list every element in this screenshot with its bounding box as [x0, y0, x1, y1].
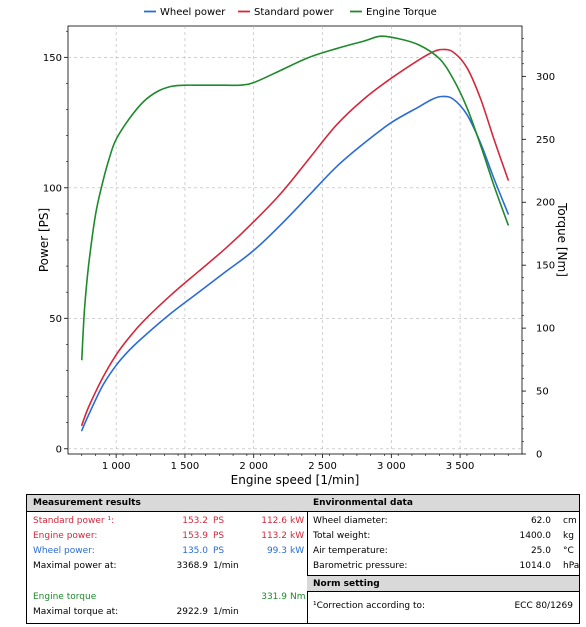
row-value: 1014.0 — [519, 561, 552, 571]
row-unit-kw: kW — [290, 516, 305, 526]
row-value: 25.0 — [530, 546, 551, 556]
x-tick-label: 2 500 — [308, 461, 337, 472]
legend-label-standard-power: Standard power — [254, 7, 334, 18]
row-label: Maximal power at: — [33, 561, 117, 571]
air-temperature-row: Air temperature: 25.0 °C — [307, 545, 579, 558]
total-weight-row: Total weight: 1400.0 kg — [307, 530, 579, 543]
environmental-data-header: Environmental data — [307, 495, 579, 512]
row-value-kw: 113.2 — [261, 531, 287, 541]
x-axis-title: Engine speed [1/min] — [231, 473, 360, 487]
y-left-tick-label: 0 — [56, 444, 62, 455]
y-right-tick-label: 0 — [536, 450, 542, 461]
plot-frame — [67, 25, 523, 455]
row-label: Engine torque — [33, 592, 97, 602]
measurement-results: Measurement results Standard power ¹: 15… — [27, 495, 308, 623]
results-panel: Measurement results Standard power ¹: 15… — [26, 494, 580, 624]
row-label: Barometric pressure: — [313, 561, 408, 571]
y-right-axis-title: Torque [Nm] — [555, 202, 569, 277]
row-label: Maximal torque at: — [33, 607, 119, 617]
row-value: 1400.0 — [519, 531, 552, 541]
x-tick-label: 1 500 — [171, 461, 200, 472]
series-line-engine-torque — [81, 35, 509, 361]
row-label: Engine power: — [33, 531, 98, 541]
series-line-wheel-power — [81, 95, 509, 432]
row-value: ECC 80/1269 — [514, 601, 573, 611]
x-tick-label: 3 000 — [377, 461, 406, 472]
series-line-standard-power — [81, 48, 509, 427]
max-torque-row: Maximal torque at: 2922.9 1/min — [27, 606, 307, 619]
row-value-ps: 135.0 — [182, 546, 208, 556]
measurement-results-header: Measurement results — [27, 495, 307, 512]
row-unit: hPa — [563, 561, 580, 571]
engine-power-row: Engine power: 153.9 PS 113.2 kW — [27, 530, 307, 543]
row-value-ps: 153.9 — [182, 531, 208, 541]
y-left-axis-title: Power [PS] — [37, 208, 51, 272]
row-unit-ps: PS — [213, 546, 225, 556]
dyno-chart: 1 000 1 500 2 000 2 500 3 000 3 500 0 50 100 150 0… — [37, 7, 569, 487]
row-value: 62.0 — [530, 516, 551, 526]
row-unit-ps: PS — [213, 516, 225, 526]
y-left-tick-label: 150 — [43, 53, 62, 64]
x-tick-label: 2 000 — [239, 461, 268, 472]
legend-label-wheel-power: Wheel power — [160, 7, 226, 18]
y-right-tick-label: 50 — [536, 387, 549, 398]
row-label: Wheel diameter: — [313, 516, 388, 526]
row-unit-nm: Nm — [290, 592, 306, 602]
row-label: ¹Correction according to: — [313, 601, 426, 611]
row-unit: 1/min — [213, 561, 239, 571]
legend-label-engine-torque: Engine Torque — [366, 7, 437, 18]
y-left-tick-label: 50 — [49, 314, 62, 325]
max-power-row: Maximal power at: 3368.9 1/min — [27, 560, 307, 573]
row-value: 3368.9 — [176, 561, 209, 571]
row-unit-ps: PS — [213, 531, 225, 541]
environmental-data: Environmental data Wheel diameter: 62.0 … — [307, 495, 579, 623]
row-value-nm: 331.9 — [261, 592, 287, 602]
x-tick-label: 3 500 — [446, 461, 475, 472]
row-label: Air temperature: — [313, 546, 388, 556]
row-value-kw: 99.3 — [266, 546, 287, 556]
y-right-tick-label: 300 — [536, 72, 555, 83]
wheel-diameter-row: Wheel diameter: 62.0 cm — [307, 515, 579, 528]
row-unit: cm — [563, 516, 577, 526]
norm-setting-header: Norm setting — [307, 575, 579, 592]
y-right-tick-label: 150 — [536, 261, 555, 272]
barometric-pressure-row: Barometric pressure: 1014.0 hPa — [307, 560, 579, 573]
row-unit-kw: kW — [290, 546, 305, 556]
row-unit: °C — [563, 546, 574, 556]
engine-torque-row: Engine torque 331.9 Nm — [27, 591, 307, 604]
x-tick-label: 1 000 — [102, 461, 131, 472]
y-right-tick-label: 200 — [536, 198, 555, 209]
row-label: Total weight: — [313, 531, 371, 541]
row-value-kw: 112.6 — [261, 516, 287, 526]
wheel-power-row: Wheel power: 135.0 PS 99.3 kW — [27, 545, 307, 558]
row-label: Standard power ¹: — [33, 516, 115, 526]
norm-correction-row: ¹Correction according to: ECC 80/1269 — [307, 600, 579, 613]
standard-power-row: Standard power ¹: 153.2 PS 112.6 kW — [27, 515, 307, 528]
row-value-ps: 153.2 — [182, 516, 208, 526]
row-unit: 1/min — [213, 607, 239, 617]
chart-svg: 1 000 1 500 2 000 2 500 3 000 3 500 0 50 100 150 0… — [37, 7, 569, 487]
y-right-tick-label: 250 — [536, 135, 555, 146]
y-right-tick-label: 100 — [536, 324, 555, 335]
row-unit-kw: kW — [290, 531, 305, 541]
row-label: Wheel power: — [33, 546, 95, 556]
row-value: 2922.9 — [176, 607, 209, 617]
y-left-tick-label: 100 — [43, 183, 62, 194]
row-unit: kg — [563, 531, 574, 541]
